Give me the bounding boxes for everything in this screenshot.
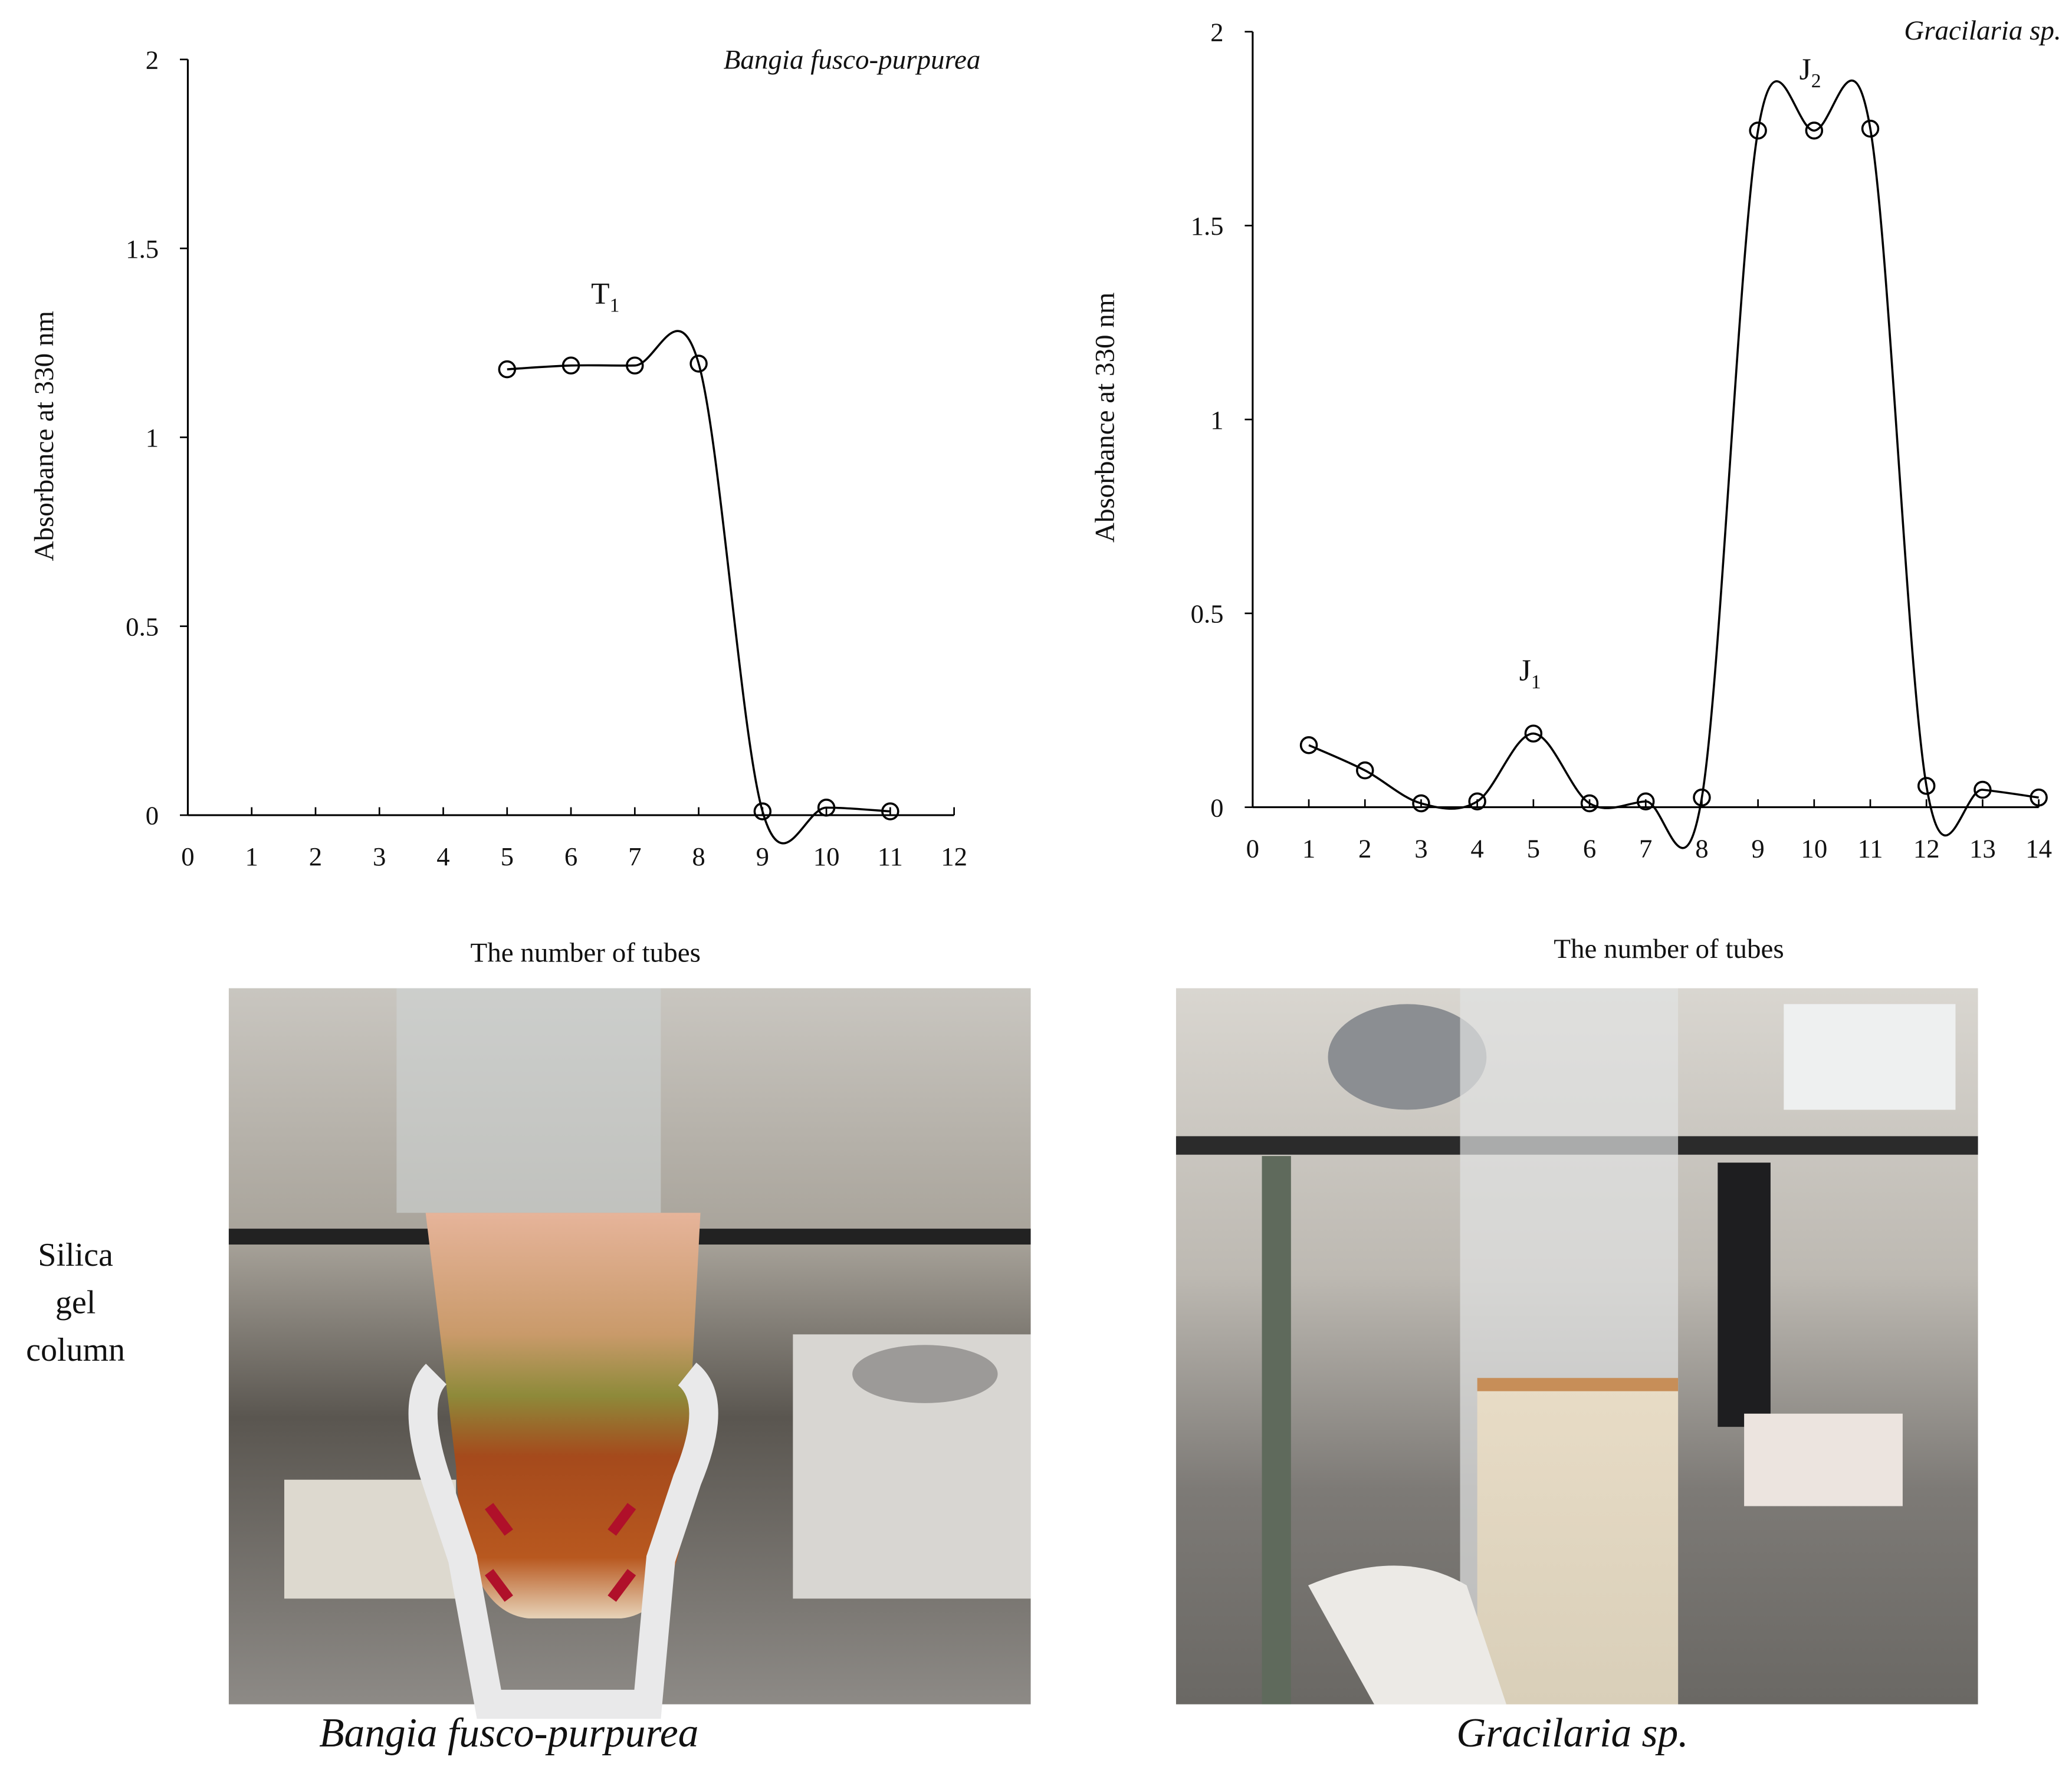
photo-caption: Bangia fusco-purpurea — [319, 1710, 698, 1756]
peak-label: J1 — [1519, 654, 1541, 693]
chart-title: Bangia fusco-purpurea — [724, 44, 981, 75]
x-tick-label: 1 — [245, 842, 258, 871]
data-point — [817, 798, 836, 817]
peak-label: T1 — [591, 277, 619, 316]
x-tick-label: 5 — [501, 842, 514, 871]
x-tick-label: 7 — [1639, 834, 1652, 863]
row-label-line: Silica — [38, 1237, 113, 1273]
peak-label-subscript: 2 — [1811, 70, 1821, 92]
y-axis-label: Absorbance at 330 nm — [1090, 293, 1121, 543]
photo-bangia — [228, 988, 1031, 1719]
data-point — [1637, 792, 1655, 810]
data-point — [1974, 780, 1992, 799]
photo-caption: Gracilaria sp. — [1456, 1710, 1688, 1756]
data-point — [1693, 788, 1711, 807]
y-tick-label: 1 — [1210, 405, 1223, 435]
y-tick-label: 2 — [1210, 17, 1223, 47]
x-tick-label: 13 — [1969, 834, 1996, 863]
data-point — [1412, 794, 1430, 813]
x-tick-label: 8 — [692, 842, 705, 871]
y-tick-label: 2 — [146, 45, 159, 74]
x-tick-label: 0 — [1246, 834, 1259, 863]
x-axis-label: The number of tubes — [1554, 934, 1784, 964]
row-label-line: gel — [55, 1285, 96, 1321]
data-point — [1861, 119, 1880, 138]
y-tick-label: 0.5 — [126, 612, 159, 641]
x-tick-label: 14 — [2025, 834, 2052, 863]
x-tick-label: 9 — [756, 842, 769, 871]
peak-label-text: J — [1519, 654, 1531, 688]
data-point — [626, 356, 644, 375]
y-axis-label: Absorbance at 330 nm — [29, 311, 60, 561]
data-line — [507, 330, 891, 845]
y-tick-label: 0 — [146, 801, 159, 830]
x-axis-label: The number of tubes — [470, 938, 700, 968]
x-tick-label: 10 — [1801, 834, 1827, 863]
x-tick-label: 10 — [813, 842, 840, 871]
x-tick-label: 9 — [1751, 834, 1764, 863]
data-point — [498, 360, 517, 379]
x-tick-label: 11 — [1857, 834, 1883, 863]
data-point — [1468, 792, 1486, 810]
x-tick-label: 1 — [1302, 834, 1315, 863]
peak-label-text: T — [591, 277, 609, 311]
y-tick-label: 1.5 — [126, 234, 159, 264]
row-label-line: column — [26, 1332, 125, 1368]
data-point — [689, 354, 708, 373]
data-point — [2030, 788, 2048, 807]
data-point — [1749, 122, 1767, 140]
y-tick-label: 0 — [1210, 793, 1223, 822]
x-tick-label: 11 — [878, 842, 903, 871]
data-point — [1917, 777, 1936, 795]
data-point — [881, 802, 899, 820]
x-tick-label: 12 — [941, 842, 967, 871]
data-point — [1356, 761, 1374, 780]
data-point — [561, 356, 580, 375]
x-tick-label: 3 — [1414, 834, 1427, 863]
x-tick-label: 4 — [436, 842, 449, 871]
x-tick-label: 7 — [628, 842, 641, 871]
peak-label-text: J — [1800, 52, 1811, 86]
y-tick-label: 0.5 — [1191, 599, 1224, 629]
y-tick-label: 1.5 — [1191, 211, 1224, 241]
peak-label: J2 — [1800, 52, 1821, 91]
data-line — [1308, 79, 2039, 849]
x-tick-label: 4 — [1470, 834, 1483, 863]
chart-title: Gracilaria sp. — [1904, 15, 2061, 46]
x-tick-label: 3 — [373, 842, 386, 871]
x-tick-label: 8 — [1695, 834, 1708, 863]
x-tick-label: 0 — [181, 842, 194, 871]
data-point — [1524, 724, 1543, 743]
data-point — [1805, 122, 1824, 140]
data-point — [1299, 736, 1318, 754]
x-tick-label: 6 — [1583, 834, 1596, 863]
x-tick-label: 2 — [1358, 834, 1371, 863]
x-tick-label: 2 — [309, 842, 322, 871]
data-point — [1580, 794, 1599, 813]
peak-label-subscript: 1 — [610, 295, 620, 317]
photo-gracilaria — [1175, 988, 1978, 1705]
data-point — [753, 802, 772, 820]
x-tick-label: 12 — [1913, 834, 1940, 863]
row-label: Silica gel column — [26, 1237, 125, 1368]
peak-label-subscript: 1 — [1531, 671, 1541, 693]
x-tick-label: 6 — [564, 842, 577, 871]
y-tick-label: 1 — [146, 423, 159, 452]
x-tick-label: 5 — [1527, 834, 1540, 863]
